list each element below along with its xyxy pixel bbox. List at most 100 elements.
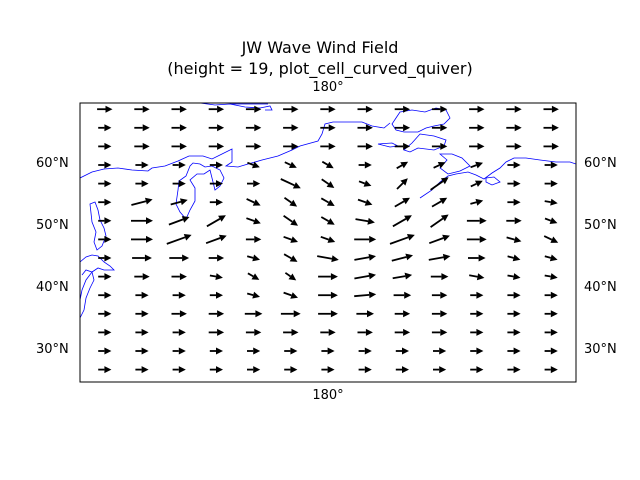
wind-arrow (428, 253, 451, 261)
map-frame (79, 102, 577, 383)
wind-arrow-shaft (396, 164, 403, 170)
wind-arrow (245, 105, 262, 113)
wind-arrow-head (291, 124, 299, 132)
wind-arrow (247, 272, 260, 280)
wind-arrow (470, 291, 484, 299)
wind-arrow (131, 235, 153, 243)
wind-arrow-head (477, 124, 485, 132)
wind-arrow (169, 254, 190, 262)
wind-arrow-shaft (321, 178, 330, 185)
wind-arrow (172, 328, 186, 336)
wind-arrow (131, 197, 153, 206)
wind-arrow (98, 273, 112, 281)
wind-arrow-head (407, 234, 415, 241)
wind-arrow-head (253, 366, 261, 374)
wind-arrow-shaft (166, 236, 186, 245)
wind-arrow-head (512, 254, 521, 262)
wind-arrow-head (146, 217, 153, 225)
wind-arrow (506, 142, 522, 150)
wind-arrow-head (550, 347, 558, 355)
wind-arrow-head (477, 105, 485, 113)
wind-arrow-head (476, 347, 484, 355)
wind-arrow-head (178, 291, 186, 299)
wind-arrow-head (364, 347, 372, 355)
figure-title: JW Wave Wind Field (241, 38, 399, 57)
wind-arrow-head (183, 234, 192, 241)
wind-arrow (171, 142, 187, 150)
wind-arrow (208, 254, 225, 262)
wind-arrow (543, 142, 559, 150)
wind-arrow (507, 198, 521, 206)
wind-arrow (544, 161, 558, 169)
wind-arrow (284, 161, 297, 168)
wind-arrow-head (327, 347, 335, 355)
wind-arrow-head (476, 273, 485, 281)
wind-arrow-head (327, 236, 336, 243)
wind-arrow-head (369, 235, 377, 243)
wind-arrow-head (288, 273, 297, 281)
wind-arrow-head (146, 235, 153, 243)
wind-arrow-head (179, 142, 187, 150)
wind-arrow-head (403, 105, 411, 113)
wind-arrow (394, 105, 411, 113)
wind-arrow (357, 124, 373, 132)
wind-arrow (98, 217, 112, 225)
wind-arrow-head (476, 310, 484, 318)
wind-arrow-head (551, 105, 559, 113)
wind-arrow-head (251, 273, 260, 280)
wind-arrow (357, 105, 373, 113)
coastline-alaska-north (391, 107, 451, 133)
wind-arrow-head (442, 253, 451, 261)
wind-arrow-head (368, 272, 376, 280)
wind-arrow-head (290, 292, 298, 299)
wind-arrow-head (217, 328, 225, 336)
wind-arrow (98, 142, 112, 150)
wind-arrow-shaft (354, 294, 370, 298)
wind-arrow (506, 124, 522, 132)
wind-arrow-shaft (283, 291, 292, 297)
wind-arrow-head (550, 366, 558, 374)
wind-arrow-head (142, 124, 150, 132)
lat-label-left-60: 60°N (36, 156, 69, 171)
wind-arrow-head (550, 180, 558, 188)
wind-arrow-shaft (280, 178, 295, 187)
wind-arrow (171, 310, 187, 318)
wind-arrow (469, 124, 485, 132)
wind-arrow-head (328, 142, 336, 150)
wind-arrow (283, 142, 299, 150)
wind-arrow (430, 273, 449, 281)
wind-arrow-shaft (394, 200, 405, 208)
wind-arrow-shaft (544, 200, 551, 203)
wind-arrow (283, 291, 298, 299)
wind-arrow-head (549, 254, 558, 262)
wind-arrow (321, 347, 335, 355)
wind-arrow-shaft (283, 215, 293, 223)
wind-arrow (468, 254, 486, 262)
wind-arrow-head (439, 366, 447, 374)
wind-arrow-head (145, 197, 153, 205)
wind-arrow (245, 142, 262, 150)
wind-arrow-head (514, 124, 522, 132)
wind-arrow (320, 235, 336, 243)
wind-arrow-head (253, 347, 261, 355)
wind-arrow-head (291, 105, 299, 113)
wind-arrow (431, 105, 448, 113)
wind-arrow-head (217, 142, 225, 150)
wind-arrow (209, 273, 223, 280)
wind-arrow-head (141, 347, 149, 355)
wind-arrow-head (327, 366, 335, 374)
wind-arrow-head (439, 347, 447, 355)
wind-arrow (507, 347, 521, 355)
wind-arrow-head (252, 291, 260, 299)
wind-arrow-head (550, 161, 558, 169)
wind-arrow-head (104, 161, 112, 169)
wind-arrow-head (105, 105, 113, 113)
wind-arrow-head (364, 366, 372, 374)
wind-arrow (320, 197, 335, 206)
wind-arrow (544, 328, 558, 336)
wind-arrow (544, 310, 558, 318)
wind-arrow-head (253, 180, 261, 188)
wind-arrow-head (365, 124, 373, 132)
wind-arrow (470, 347, 484, 355)
wind-arrow (98, 310, 112, 318)
